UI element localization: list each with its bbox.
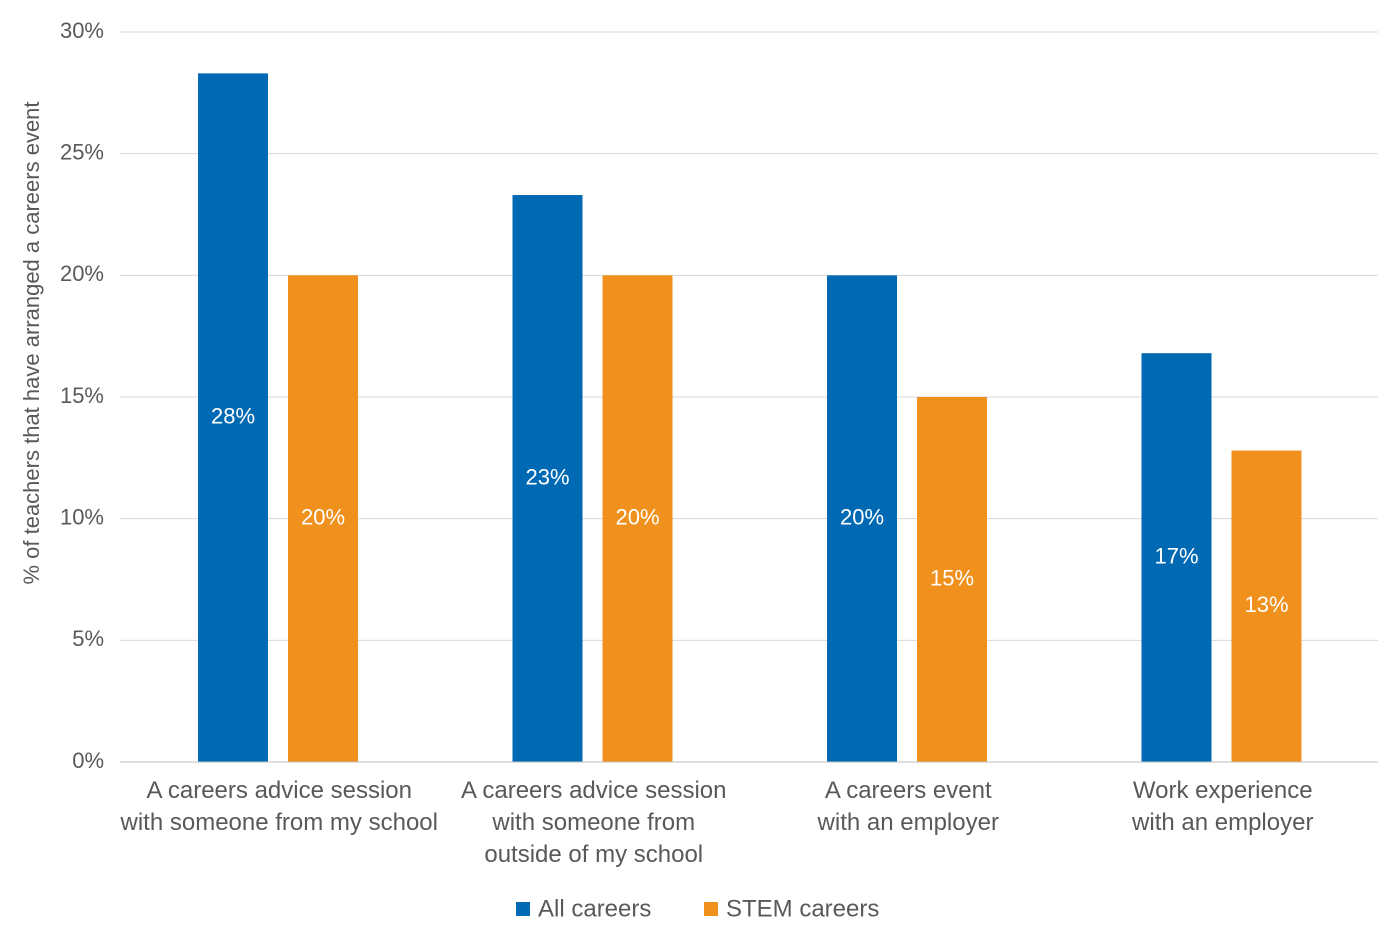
legend: All careers STEM careers: [516, 895, 879, 922]
y-tick-label: 30%: [60, 18, 104, 43]
data-label: 20%: [615, 504, 659, 529]
x-category-label: A careers advice session with someone fro…: [120, 777, 438, 836]
category-label-line: Work experience: [1133, 777, 1313, 804]
data-label: 20%: [301, 504, 345, 529]
y-tick-label: 0%: [72, 748, 104, 773]
legend-item-stem-careers-label: STEM careers: [726, 895, 879, 920]
y-axis-title: % of teachers that have arranged a caree…: [19, 101, 44, 584]
bar-all-careers[interactable]: [198, 73, 268, 762]
x-category-label: A careers event with an employer: [817, 777, 999, 836]
x-category-label: A careers advice session with someone fro…: [461, 777, 726, 868]
data-label: 17%: [1154, 543, 1198, 568]
bar-stem-careers[interactable]: [917, 397, 987, 762]
legend-item-stem-careers-swatch: [704, 902, 718, 916]
y-tick-label: 5%: [72, 626, 104, 651]
y-tick-label: 15%: [60, 383, 104, 408]
legend-item-all-careers-label: All careers: [538, 895, 651, 920]
category-label-line: with an employer: [817, 809, 999, 836]
data-label: 23%: [525, 464, 569, 489]
bar-stem-careers[interactable]: [1231, 450, 1302, 762]
category-label-line: with someone from my school: [120, 809, 438, 836]
y-tick-label: 20%: [60, 261, 104, 286]
category-label-line: with an employer: [1131, 809, 1313, 836]
y-tick-label: 25%: [60, 139, 104, 164]
data-label: 20%: [840, 504, 884, 529]
category-label-line: outside of my school: [484, 841, 703, 868]
category-label-line: A careers advice session: [461, 777, 726, 804]
bar-all-careers[interactable]: [1141, 353, 1212, 762]
category-label-line: with someone from: [491, 809, 695, 836]
category-label-line: A careers advice session: [147, 777, 412, 804]
bar-all-careers[interactable]: [512, 195, 583, 763]
category-label-line: A careers event: [825, 777, 992, 804]
data-label: 15%: [930, 565, 974, 590]
x-category-label: Work experience with an employer: [1131, 777, 1313, 836]
data-label: 28%: [211, 403, 255, 428]
bar-stem-careers[interactable]: [288, 275, 358, 762]
bar-all-careers[interactable]: [827, 275, 897, 762]
y-tick-label: 10%: [60, 504, 104, 529]
bar-stem-careers[interactable]: [602, 275, 673, 762]
legend-item-all-careers-swatch: [516, 902, 530, 916]
data-label: 13%: [1244, 592, 1288, 617]
